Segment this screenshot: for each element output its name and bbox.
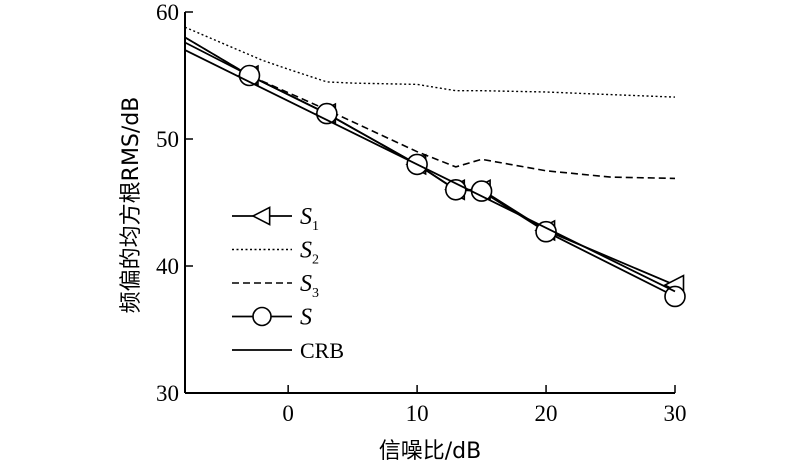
y-tick-label: 50 [156,127,179,152]
plot-area [184,12,675,394]
x-tick-label: 20 [535,401,558,426]
circle-marker [238,64,261,87]
legend-entry-3: S3 [232,271,319,301]
y-tick-label: 40 [156,254,179,279]
series-line [184,41,676,298]
legend-entry-4: S [232,305,312,331]
axis-ticks: 0 10 20 30 30 40 50 60 [156,0,687,426]
x-axis-label: 信噪比/dB [379,439,481,464]
series-line [184,36,676,180]
circle-marker [444,179,467,201]
series-layer [184,26,686,308]
series-line [184,49,676,293]
circle-marker [470,180,493,202]
legend-triangle-marker [251,206,271,226]
x-tick-label: 30 [664,401,687,426]
series-2 [184,26,676,98]
circle-marker [664,285,686,308]
x-tick-label: 0 [282,401,294,426]
series-5 [184,49,676,293]
legend-entry-5: CRB [232,338,344,363]
legend-label: S3 [300,271,319,301]
legend-label: S2 [300,238,319,268]
series-line [184,26,676,98]
legend-entry-2: S2 [232,238,319,268]
legend-label: S [300,305,312,331]
circle-marker [316,102,338,125]
y-axis-label: 频偏的均方根RMS/dB [119,97,144,314]
y-tick-label: 30 [156,381,179,406]
y-tick-label: 60 [156,0,179,25]
legend-label: CRB [300,338,344,363]
series-3 [184,36,676,180]
circle-marker [535,220,557,243]
legend-entry-1: S1 [232,204,319,234]
x-tick-label: 10 [406,401,429,426]
legend-label: S1 [300,204,319,234]
legend-circle-marker [252,306,272,327]
series-4 [184,41,686,308]
